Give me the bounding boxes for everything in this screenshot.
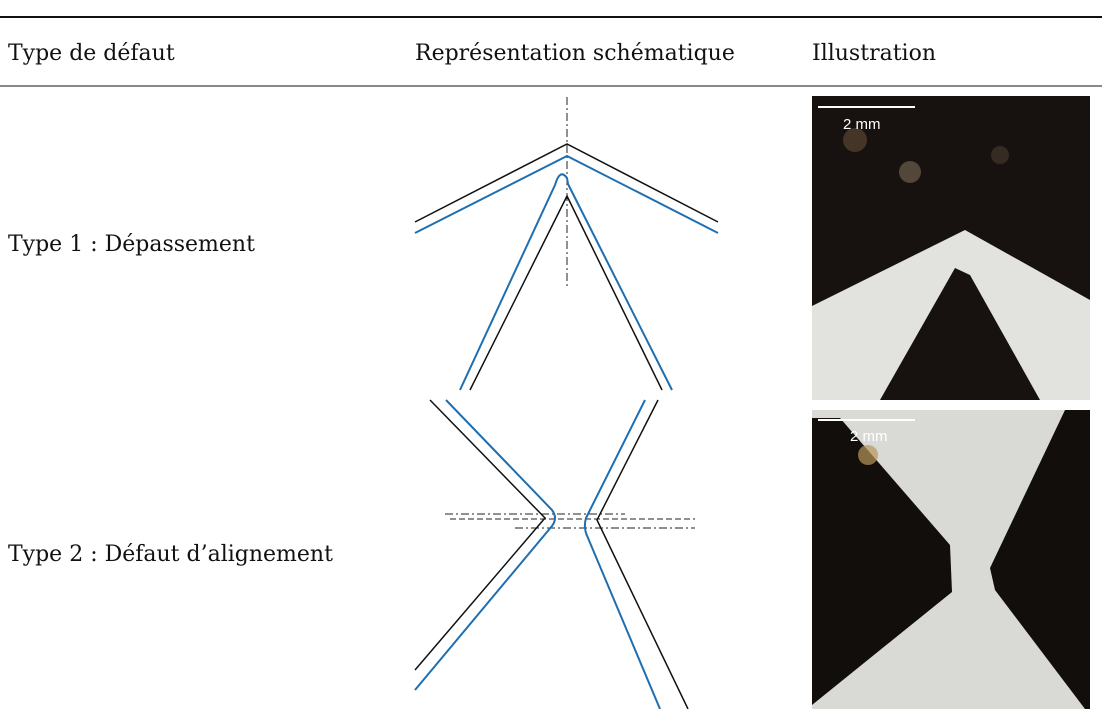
- photo-2: 2 mm: [812, 410, 1090, 709]
- scale-label: 2 mm: [843, 116, 881, 133]
- schematic-2: [414, 399, 695, 709]
- schematic-1: [414, 97, 719, 391]
- row-label: Type 1 : Dépassement: [8, 232, 255, 257]
- photo-1: 2 mm: [812, 96, 1090, 400]
- header-cell: Type de défaut: [8, 41, 175, 66]
- header-cell: Illustration: [812, 41, 936, 66]
- header-cell: Représentation schématique: [415, 41, 735, 66]
- row-label: Type 2 : Défaut d’alignement: [8, 542, 333, 567]
- scale-label: 2 mm: [850, 428, 888, 445]
